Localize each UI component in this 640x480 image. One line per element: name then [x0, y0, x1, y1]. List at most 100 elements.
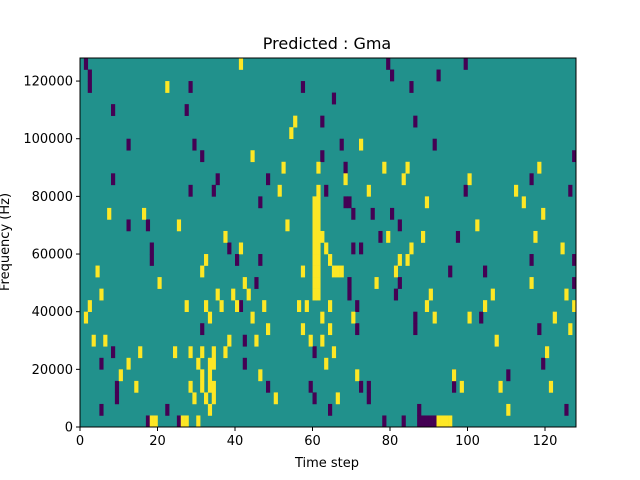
heatmap-cell-high [316, 277, 321, 289]
heatmap-cell-high [238, 242, 244, 255]
heatmap-cell-high [176, 219, 182, 232]
heatmap-cell-high [572, 300, 577, 312]
heatmap-cell-low [355, 300, 360, 312]
heatmap-cell-high [262, 300, 267, 312]
heatmap-cell-high [227, 334, 232, 347]
y-axis-label: Frequency (Hz) [0, 193, 13, 291]
heatmap-cell-low [572, 254, 577, 266]
heatmap-cell-high [351, 311, 356, 324]
heatmap-cell-high [316, 230, 321, 243]
heatmap-cell-low [99, 357, 104, 370]
heatmap-cell-low [355, 323, 360, 336]
heatmap-cell-high [200, 380, 205, 393]
heatmap-cell-high [421, 230, 426, 243]
plot-area [80, 58, 577, 428]
heatmap-cell-low [343, 161, 348, 174]
x-tick-label: 0 [76, 434, 84, 449]
heatmap-cell-low [537, 323, 542, 336]
heatmap-cell-low [347, 288, 352, 301]
x-tick-label: 80 [382, 434, 399, 449]
heatmap-cell-high [107, 207, 112, 220]
heatmap-cell-high [254, 334, 259, 347]
heatmap-cell-high [134, 380, 139, 393]
heatmap-cell-high [324, 357, 329, 370]
heatmap-cell-low [320, 150, 325, 163]
heatmap-cell-low [184, 104, 189, 116]
heatmap-cell-high [207, 357, 213, 370]
heatmap-cell-high [188, 346, 193, 359]
heatmap-cell-high [424, 196, 430, 209]
heatmap-cell-low [211, 184, 216, 197]
heatmap-cell-high [118, 369, 123, 382]
heatmap-cell-low [145, 415, 151, 428]
heatmap-cell-low [529, 254, 534, 266]
heatmap-cell-low [200, 150, 205, 163]
heatmap-cell-low [83, 58, 89, 70]
heatmap-cell-high [142, 207, 147, 220]
heatmap-cell-high [374, 277, 379, 289]
heatmap-cell-high [200, 265, 205, 278]
heatmap-cell-high [401, 173, 406, 186]
heatmap-cell-high [560, 242, 565, 255]
heatmap-cell-high [328, 323, 333, 336]
heatmap-cell-low [312, 392, 317, 405]
heatmap-cell-high [308, 334, 313, 347]
heatmap-cell-low [417, 403, 422, 416]
heatmap-cell-high [211, 392, 216, 405]
heatmap-cell-low [227, 242, 232, 255]
heatmap-cell-low [343, 196, 348, 209]
heatmap-cell-low [149, 242, 154, 255]
heatmap-cell-high [91, 334, 96, 347]
heatmap-cell-high [211, 346, 216, 359]
heatmap-cell-high [397, 254, 402, 266]
heatmap-cell-high [219, 300, 224, 312]
heatmap-cell-high [312, 242, 317, 255]
chart-title: Predicted : Gma [263, 34, 391, 53]
heatmap-cell-high [316, 161, 321, 174]
heatmap-cell-high [475, 219, 480, 232]
heatmap-cell-high [207, 380, 213, 393]
heatmap-cell-low [421, 415, 426, 428]
heatmap-cell-low [455, 230, 461, 243]
heatmap-cell-high [366, 184, 371, 197]
heatmap-cell-high [483, 300, 488, 312]
y-tick-label: 20000 [32, 363, 73, 378]
heatmap-cell-high [204, 300, 209, 312]
heatmap-cell-low [328, 403, 333, 416]
heatmap-cell-high [238, 58, 244, 70]
heatmap-cell-low [390, 207, 395, 220]
heatmap-cell-high [277, 184, 282, 197]
heatmap-cell-high [215, 288, 220, 301]
heatmap-cell-high [223, 230, 228, 243]
heatmap-cell-high [184, 300, 189, 312]
heatmap-cell-low [188, 184, 193, 197]
x-tick-label: 100 [455, 434, 480, 449]
heatmap-cell-high [335, 265, 340, 278]
heatmap-cell-high [382, 161, 387, 174]
x-tick-label: 40 [227, 434, 244, 449]
heatmap-cell-low [114, 392, 120, 405]
heatmap-cell-high [444, 415, 449, 428]
heatmap-cell-high [355, 369, 360, 382]
heatmap-cell-high [312, 265, 317, 278]
heatmap-cell-high [223, 346, 228, 359]
heatmap-cell-low [238, 300, 244, 312]
heatmap-cell-high [293, 115, 298, 128]
y-tick-label: 120000 [23, 75, 73, 90]
heatmap-cell-low [397, 277, 402, 289]
heatmap-cell-high [328, 300, 333, 312]
heatmap-cell-low [320, 115, 325, 128]
plot-frame [79, 57, 577, 428]
heatmap-cell-low [413, 311, 418, 324]
heatmap-cell-low [347, 196, 352, 209]
heatmap-cell-low [99, 403, 104, 416]
heatmap-cell-high [250, 311, 255, 324]
heatmap-cell-high [246, 288, 251, 301]
heatmap-cell-high [281, 161, 286, 174]
heatmap-cell-high [95, 265, 100, 278]
heatmap-cell-high [440, 415, 445, 428]
y-tick-label: 100000 [23, 132, 73, 147]
heatmap-cell-low [541, 357, 546, 370]
heatmap-cell-high [537, 161, 542, 174]
